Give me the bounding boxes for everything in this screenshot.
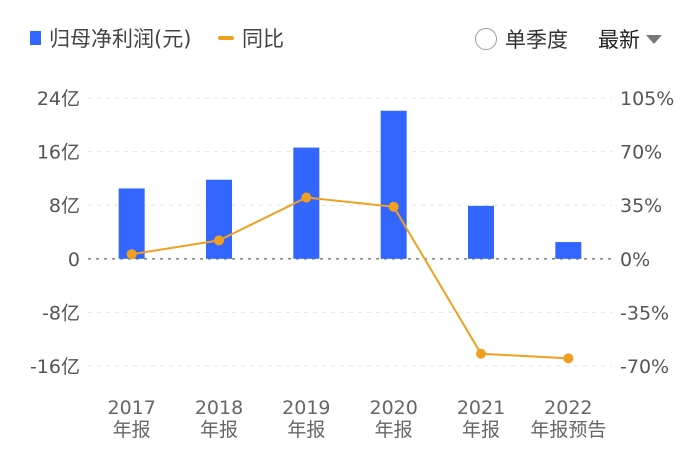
grid-lines (88, 97, 612, 367)
x-axis-tick-label: 2017 (107, 397, 155, 419)
period-dropdown[interactable]: 最新 (598, 24, 662, 54)
net-profit-bar (206, 179, 232, 259)
x-axis-tick-label: 2021 (457, 397, 505, 419)
right-axis-tick-label: 105% (620, 88, 674, 110)
single-quarter-label: 单季度 (505, 28, 568, 52)
right-axis-tick-label: 0% (620, 249, 650, 271)
x-axis-tick-label: 年报 (375, 419, 413, 441)
net-profit-bar (293, 147, 320, 259)
caret-down-icon (646, 34, 662, 44)
left-axis-tick-label: 16亿 (37, 142, 80, 164)
legend-item-net-profit[interactable]: 归母净利润(元) (30, 22, 191, 54)
left-axis-tick-label: 0 (68, 249, 80, 271)
left-axis-tick-label: -16亿 (30, 356, 80, 378)
legend-yoy-label: 同比 (242, 27, 284, 51)
bar-series (118, 110, 582, 259)
x-axis-tick-label: 2018 (195, 397, 243, 419)
right-axis-tick-label: -35% (620, 302, 669, 324)
net-profit-bar (380, 110, 407, 259)
chart-header: 归母净利润(元) 同比 单季度 最新 (0, 0, 700, 70)
single-quarter-toggle[interactable]: 单季度 (475, 24, 568, 54)
right-axis-ticks: 105% 70% 35% 0% -35% -70% (620, 88, 674, 378)
left-axis-ticks: 24亿 16亿 8亿 0 -8亿 -16亿 (30, 88, 80, 378)
period-dropdown-label: 最新 (598, 28, 640, 52)
legend-item-yoy[interactable]: 同比 (218, 22, 284, 54)
x-axis-tick-label: 2022 (544, 397, 592, 419)
left-axis-tick-label: 24亿 (37, 88, 80, 110)
x-axis-tick-label: 年报 (462, 419, 500, 441)
x-axis-tick-label: 年报 (287, 419, 325, 441)
yoy-line (131, 196, 569, 360)
net-profit-bar (468, 205, 494, 259)
legend-bar-swatch (30, 31, 41, 45)
left-axis-tick-label: 8亿 (49, 195, 80, 217)
right-axis-tick-label: 35% (620, 195, 662, 217)
yoy-point (214, 235, 224, 246)
line-series (126, 192, 574, 364)
legend-net-profit-label: 归母净利润(元) (49, 27, 192, 51)
net-profit-bar (118, 188, 145, 259)
yoy-point (563, 353, 574, 364)
yoy-point (126, 249, 137, 260)
left-axis-tick-label: -8亿 (42, 302, 80, 324)
legend-line-swatch (218, 36, 234, 40)
yoy-point (476, 348, 486, 359)
x-axis-tick-label: 年报 (200, 419, 238, 441)
right-axis-tick-label: 70% (620, 142, 662, 164)
x-axis-tick-label: 年报 (113, 419, 151, 441)
radio-circle-icon (475, 28, 497, 50)
x-axis-tick-label: 2020 (369, 397, 417, 419)
right-axis-tick-label: -70% (620, 356, 669, 378)
net-profit-bar (555, 242, 582, 259)
yoy-point (301, 192, 312, 203)
x-axis-tick-label: 年报预告 (530, 419, 606, 441)
x-axis-tick-label: 2019 (282, 397, 330, 419)
yoy-point (388, 201, 399, 212)
